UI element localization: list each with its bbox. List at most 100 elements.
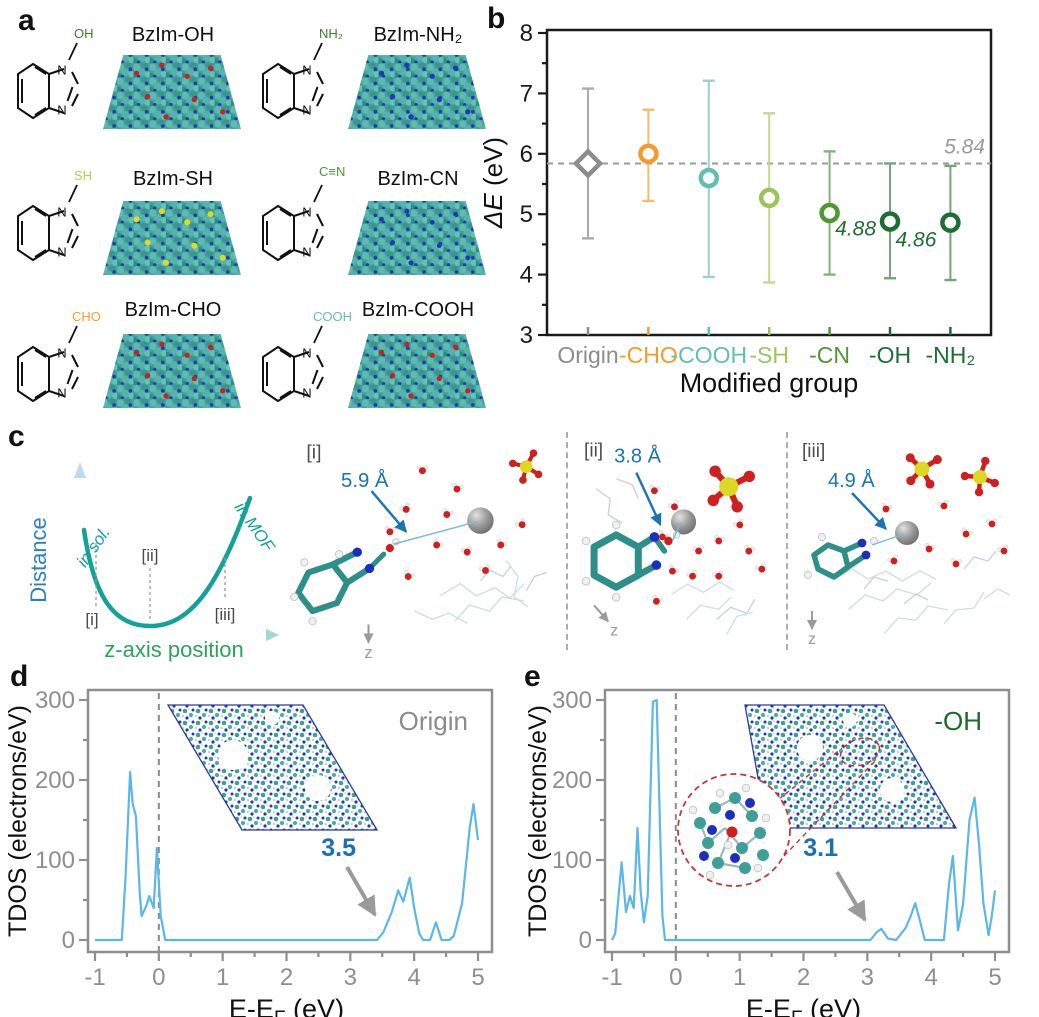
svg-text:N: N bbox=[302, 385, 311, 400]
molecule-card-bzim-cn: N N C≡N BzIm-CN bbox=[243, 146, 486, 283]
svg-text:-NH₂: -NH₂ bbox=[925, 342, 975, 368]
svg-text:N: N bbox=[57, 244, 66, 259]
svg-text:3: 3 bbox=[861, 964, 874, 991]
molecule-name: BzIm-OH bbox=[131, 24, 215, 46]
benzimidazole-structure: N N C≡N bbox=[262, 164, 345, 261]
svg-text:Modified group: Modified group bbox=[680, 368, 859, 398]
mof-slab-render bbox=[103, 333, 241, 409]
panel-e-label: e bbox=[524, 660, 541, 693]
svg-text:100: 100 bbox=[552, 847, 592, 874]
svg-text:TDOS (electrons/eV): TDOS (electrons/eV) bbox=[4, 705, 32, 937]
svg-text:1: 1 bbox=[733, 964, 746, 991]
svg-text:4: 4 bbox=[520, 262, 533, 289]
mof-slab-render bbox=[103, 54, 241, 130]
z-axis-label: z bbox=[364, 644, 372, 662]
binding-energy-chart: 3 4 5 6 7 8 5.84 Origin -CHO-COOH -SH -CN -OH -NH₂ 4.… bbox=[478, 20, 993, 398]
schematic-xlabel: z-axis position bbox=[104, 637, 243, 662]
svg-text:4: 4 bbox=[407, 964, 420, 991]
distance-schematic: [i] [ii] [iii] in sol. in MOF Distance z… bbox=[26, 462, 279, 662]
n-atom-label: N bbox=[57, 102, 66, 117]
magnifier-inset bbox=[677, 773, 791, 887]
substituent-label: C≡N bbox=[319, 164, 345, 179]
mof-slab-render bbox=[348, 200, 486, 276]
mof-topview-inset bbox=[166, 704, 379, 831]
svg-text:E-EF (eV): E-EF (eV) bbox=[746, 994, 861, 1017]
svg-text:6: 6 bbox=[520, 141, 533, 168]
molecule-card-bzim-cooh: N N COOH BzIm-COOH bbox=[243, 283, 486, 420]
benzimidazole-structure: N N COOH bbox=[262, 309, 352, 402]
distance-value: 4.9 Å bbox=[828, 469, 875, 492]
z-axis-indicator bbox=[593, 604, 609, 623]
water-molecules bbox=[383, 465, 530, 583]
molecule-name: BzIm-COOH bbox=[361, 299, 475, 321]
benzimidazole-structure: N N CHO bbox=[17, 309, 101, 402]
substituent-label: OH bbox=[74, 26, 94, 41]
mof-slab-render bbox=[103, 200, 241, 276]
snapshot-tag: [i] bbox=[306, 443, 321, 464]
mof-wireframe bbox=[414, 559, 529, 624]
benzimidazole-structure: N N NH₂ bbox=[262, 26, 343, 119]
accent-atoms bbox=[133, 62, 226, 120]
svg-text:300: 300 bbox=[35, 687, 75, 714]
svg-text:5: 5 bbox=[471, 964, 484, 991]
svg-text:-OH: -OH bbox=[934, 706, 982, 736]
svg-text:N: N bbox=[302, 204, 311, 219]
z-axis-label: z bbox=[808, 631, 816, 648]
svg-text:7: 7 bbox=[520, 80, 533, 107]
molecule-name: BzIm-NH₂ bbox=[373, 24, 463, 46]
svg-text:E-EF (eV): E-EF (eV) bbox=[229, 994, 344, 1017]
accent-atoms bbox=[133, 208, 226, 266]
metal-ion-sphere bbox=[467, 507, 494, 534]
accent-atoms bbox=[133, 341, 226, 399]
svg-text:8: 8 bbox=[520, 20, 533, 47]
distance-value: 5.9 Å bbox=[341, 469, 389, 492]
distance-curve bbox=[81, 495, 253, 629]
svg-text:5: 5 bbox=[520, 201, 533, 228]
panel-a-molecule-grid: N N OH BzIm-OH N N NH₂ bbox=[6, 18, 486, 420]
svg-text:2: 2 bbox=[280, 964, 293, 991]
svg-text:-1: -1 bbox=[84, 964, 105, 991]
svg-text:N: N bbox=[302, 62, 311, 77]
snapshot-tag: [iii] bbox=[802, 441, 825, 462]
substituent-label: NH₂ bbox=[319, 26, 343, 41]
svg-text:TDOS (electrons/eV): TDOS (electrons/eV) bbox=[524, 705, 552, 937]
schematic-ylabel: Distance bbox=[26, 517, 51, 603]
benzimidazole-molecule bbox=[581, 520, 681, 602]
linker-wireframe bbox=[595, 478, 756, 620]
benzimidazole-molecule bbox=[290, 538, 400, 626]
snapshot-tag: [ii] bbox=[584, 441, 603, 462]
molecule-card-bzim-nh2: N N NH₂ BzIm-NH₂ bbox=[243, 18, 486, 146]
svg-text:-CHO: -CHO bbox=[619, 342, 678, 368]
marker-iii-label: [iii] bbox=[215, 605, 236, 624]
panel-c-divider bbox=[566, 432, 568, 650]
accent-atoms bbox=[378, 62, 471, 120]
sulfate-ion bbox=[958, 455, 1003, 500]
molecule-name: BzIm-SH bbox=[133, 168, 213, 190]
molecule-card-bzim-cho: N N CHO BzIm-CHO bbox=[6, 283, 243, 420]
linker-wireframe bbox=[863, 550, 997, 605]
marker-i-label: [i] bbox=[85, 610, 98, 629]
marker-ii-label: [ii] bbox=[142, 546, 159, 565]
metal-ion-sphere bbox=[670, 509, 697, 535]
svg-text:1: 1 bbox=[216, 964, 229, 991]
svg-text:2: 2 bbox=[797, 964, 810, 991]
svg-text:3: 3 bbox=[344, 964, 357, 991]
z-axis-label: z bbox=[610, 621, 618, 639]
mof-wireframe bbox=[671, 581, 754, 635]
molecule-name: BzIm-CN bbox=[377, 168, 459, 190]
substituent-label: SH bbox=[74, 168, 92, 183]
panel-a-label: a bbox=[18, 4, 35, 37]
y-axis-arrowhead bbox=[74, 462, 86, 478]
molecule-name: BzIm-CHO bbox=[124, 299, 222, 321]
svg-text:0: 0 bbox=[669, 964, 682, 991]
accent-atoms bbox=[378, 341, 471, 399]
sulfate-ion bbox=[901, 450, 942, 490]
distance-measure-line bbox=[871, 533, 905, 546]
svg-text:N: N bbox=[57, 204, 66, 219]
panel-d-label: d bbox=[10, 660, 29, 693]
svg-text:Origin: Origin bbox=[557, 342, 618, 368]
accent-atoms bbox=[379, 208, 471, 266]
substituent-label: CHO bbox=[72, 309, 101, 324]
